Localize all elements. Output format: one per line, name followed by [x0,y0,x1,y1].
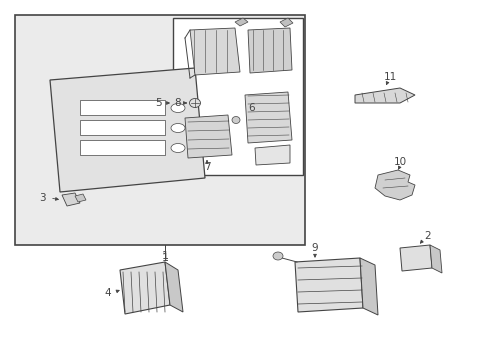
Ellipse shape [171,144,184,153]
Text: 4: 4 [104,288,111,298]
Text: 8: 8 [174,98,181,108]
Text: 1: 1 [161,253,168,263]
Polygon shape [429,245,441,273]
Polygon shape [359,258,377,315]
Polygon shape [235,18,247,26]
Polygon shape [62,193,80,206]
Polygon shape [190,28,240,75]
Polygon shape [120,262,170,314]
Polygon shape [280,18,292,27]
Polygon shape [294,258,362,312]
Ellipse shape [171,104,184,113]
Ellipse shape [189,99,200,108]
Polygon shape [164,262,183,312]
Polygon shape [80,100,164,115]
Bar [173,18,303,175]
Text: 7: 7 [203,162,210,172]
Polygon shape [254,145,289,165]
Polygon shape [80,120,164,135]
Text: 5: 5 [154,98,161,108]
Text: 9: 9 [311,243,318,253]
Polygon shape [244,92,291,143]
Text: 1: 1 [161,251,168,261]
Polygon shape [75,194,86,202]
Polygon shape [247,28,291,73]
Ellipse shape [171,123,184,132]
Bar [15,15,305,245]
Text: 11: 11 [383,72,396,82]
Polygon shape [399,245,431,271]
Text: 3: 3 [39,193,45,203]
Polygon shape [354,88,414,103]
Text: 6: 6 [248,103,255,113]
Text: 2: 2 [424,231,430,241]
Polygon shape [50,68,204,192]
Text: 10: 10 [393,157,406,167]
Ellipse shape [231,117,240,123]
Polygon shape [184,115,231,158]
Polygon shape [374,170,414,200]
Ellipse shape [272,252,283,260]
Polygon shape [80,140,164,155]
